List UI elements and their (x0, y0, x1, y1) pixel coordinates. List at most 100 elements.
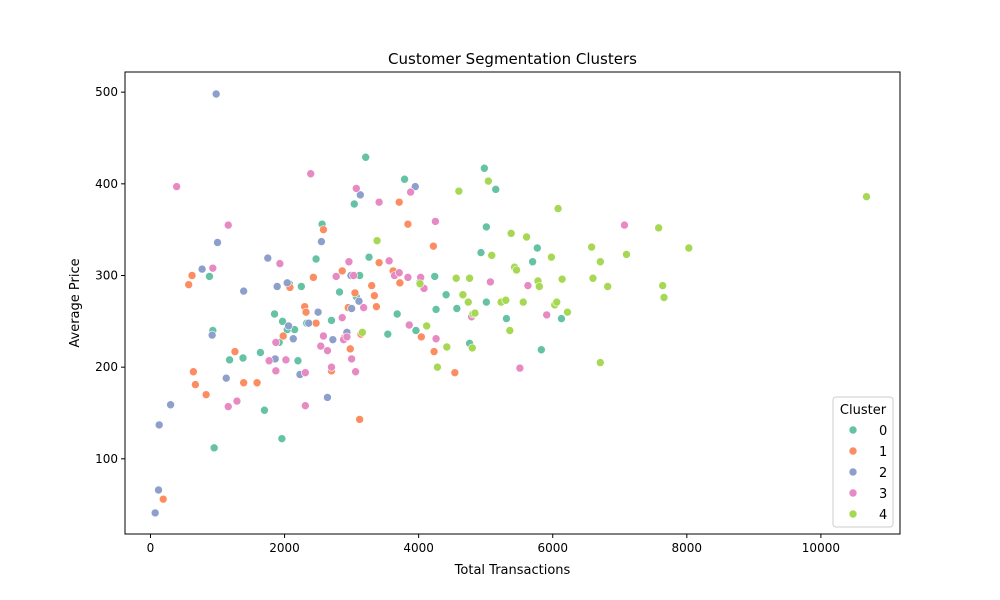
legend-marker-4 (848, 509, 858, 519)
cluster-4-point (596, 257, 605, 267)
cluster-4-point (415, 279, 425, 289)
cluster-2-point (282, 278, 292, 288)
cluster-0-point (502, 314, 511, 323)
cluster-4-point (451, 273, 461, 283)
y-tick-label: 200 (95, 360, 118, 374)
cluster-2-point (211, 89, 221, 99)
cluster-3-point (208, 263, 218, 273)
cluster-4-point (487, 251, 497, 260)
cluster-1-point (350, 288, 360, 298)
cluster-3-point (347, 354, 356, 364)
legend-items: 0 1 2 3 4 (848, 424, 887, 523)
cluster-1-point (417, 332, 426, 342)
y-axis-label: Average Price (68, 258, 83, 347)
cluster-3-point (232, 396, 242, 406)
cluster-3-point (431, 334, 441, 344)
cluster-3-point (620, 220, 629, 230)
cluster-0-point (209, 443, 219, 453)
cluster-2-point (150, 508, 160, 518)
cluster-2-point (239, 286, 248, 296)
cluster-4-point (506, 229, 516, 238)
cluster-2-point (272, 282, 282, 291)
cluster-0-point (260, 405, 269, 415)
cluster-4-point (588, 273, 598, 283)
x-tick-label: 10000 (802, 541, 840, 555)
cluster-1-point (370, 291, 379, 300)
cluster-1-point (301, 307, 311, 317)
cluster-0-point (431, 305, 441, 314)
cluster-3-point (271, 338, 281, 347)
plot-frame (124, 71, 901, 535)
cluster-0-point (238, 353, 248, 363)
cluster-0-point (256, 348, 265, 357)
cluster-1-point (309, 273, 318, 282)
cluster-4-point (467, 343, 477, 353)
cluster-1-point (239, 378, 248, 388)
cluster-0-point (311, 254, 321, 264)
cluster-4-point (501, 295, 511, 305)
legend-marker-3 (848, 488, 858, 498)
cluster-4-point (596, 358, 605, 367)
x-axis-label: Total Transactions (454, 563, 571, 578)
cluster-4-point (557, 274, 567, 284)
cluster-2-point (166, 400, 175, 410)
legend-label-2: 2 (879, 466, 887, 481)
cluster-2-point (263, 253, 273, 263)
legend: Cluster 0 1 2 3 4 (832, 396, 894, 528)
cluster-3-point (351, 184, 361, 193)
x-tick-label: 0 (147, 541, 155, 555)
y-tick-label: 400 (95, 177, 118, 191)
cluster-4-point (470, 308, 480, 318)
cluster-3-point (172, 182, 181, 191)
cluster-4-point (603, 282, 612, 291)
legend-title: Cluster (840, 403, 887, 418)
cluster-4-point (535, 282, 544, 291)
cluster-1-point (374, 258, 384, 267)
cluster-4-point (547, 252, 556, 262)
cluster-3-point (301, 401, 310, 410)
cluster-1-point (429, 347, 439, 356)
cluster-3-point (281, 355, 291, 365)
cluster-0-point (270, 309, 279, 319)
cluster-3-point (523, 281, 533, 290)
cluster-2-point (356, 190, 365, 200)
cluster-3-point (344, 257, 354, 267)
cluster-0-point (277, 434, 287, 443)
cluster-0-point (225, 355, 234, 365)
legend-label-4: 4 (879, 508, 887, 523)
chart-title: Customer Segmentation Clusters (388, 50, 637, 68)
cluster-1-point (187, 271, 197, 280)
cluster-0-point (528, 257, 537, 267)
x-tick-label: 4000 (403, 541, 434, 555)
cluster-1-point (345, 344, 355, 354)
cluster-4-point (658, 281, 667, 290)
cluster-0-point (533, 243, 542, 253)
cluster-0-point (335, 287, 344, 297)
cluster-2-point (313, 307, 323, 317)
cluster-2-point (154, 485, 163, 495)
cluster-0-point (482, 297, 491, 307)
cluster-3-point (306, 169, 316, 179)
cluster-4-point (458, 290, 468, 300)
cluster-1-point (337, 266, 347, 276)
cluster-0-point (482, 222, 491, 232)
cluster-4-point (484, 176, 493, 186)
cluster-3-point (319, 331, 328, 341)
cluster-3-point (275, 259, 285, 268)
axis-ticks: 0 2000 4000 6000 8000 10000 100 200 300 400 500 (95, 85, 840, 555)
cluster-0-point (364, 252, 374, 262)
x-tick-label: 2000 (269, 541, 300, 555)
x-tick-label: 8000 (672, 541, 703, 555)
cluster-3-point (331, 272, 341, 281)
cluster-0-point (293, 356, 303, 366)
cluster-4-point (659, 293, 669, 302)
cluster-3-point (431, 217, 440, 226)
cluster-0-point (491, 185, 501, 194)
cluster-1-point (403, 219, 413, 229)
cluster-4-point (465, 273, 474, 283)
cluster-0-point (361, 152, 370, 162)
cluster-4-point (684, 243, 694, 253)
cluster-3-point (403, 273, 413, 282)
cluster-0-point (441, 290, 451, 300)
cluster-4-point (358, 328, 367, 337)
